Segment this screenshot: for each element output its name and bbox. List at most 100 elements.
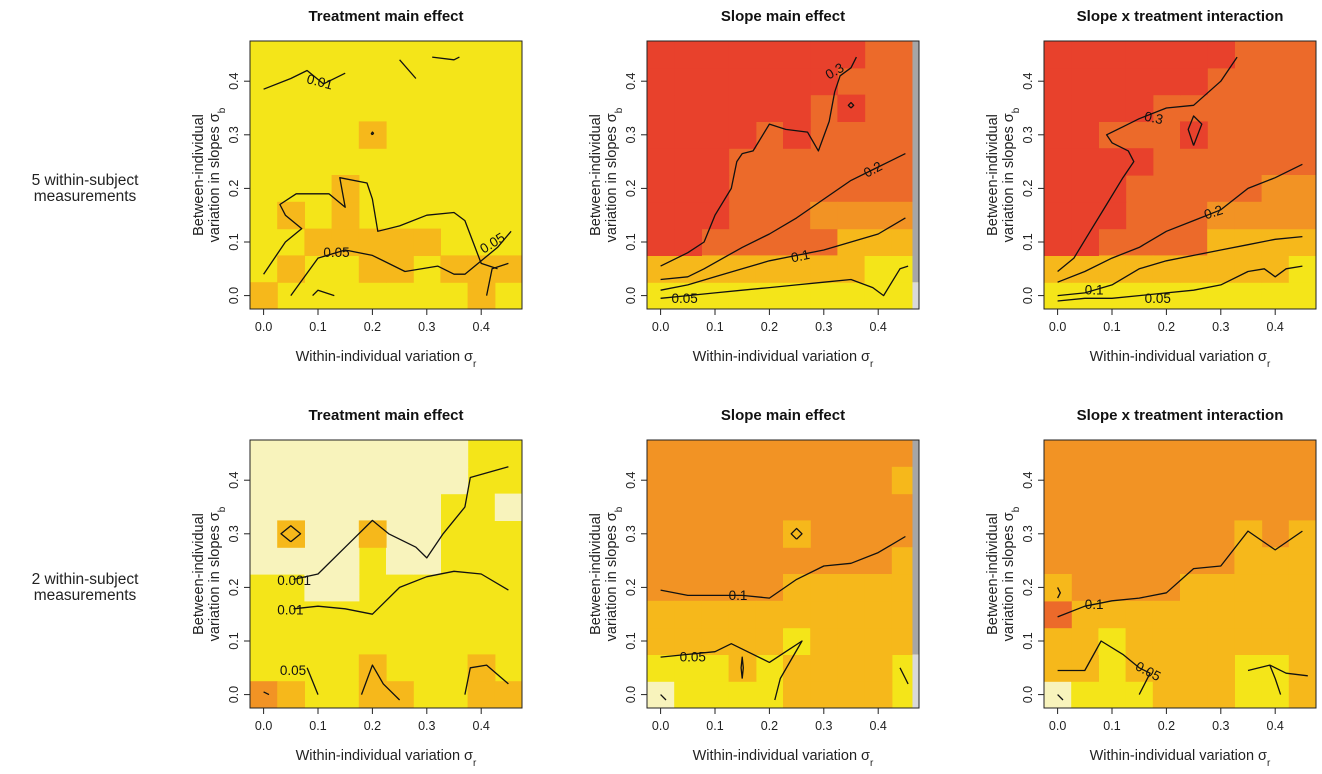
heatmap-cell: [647, 67, 675, 96]
heatmap-cell: [250, 493, 278, 521]
y-tick-label: 0.4: [227, 471, 241, 488]
heatmap-cell: [358, 520, 387, 548]
heatmap-cell: [1044, 600, 1072, 629]
heatmap-cell: [864, 654, 893, 682]
y-axis-label-line2: variation in slopes σb: [1001, 107, 1022, 242]
contour-label: 0.1: [790, 247, 811, 266]
contour-label: 0.05: [680, 650, 706, 665]
heatmap-cell: [1044, 94, 1072, 122]
y-axis-label-line2: variation in slopes σb: [1001, 506, 1022, 641]
heatmap-cell: [810, 67, 838, 96]
heatmap-cell: [674, 627, 702, 655]
heatmap-cell: [1207, 681, 1235, 708]
missing-strip: [912, 41, 919, 283]
y-tick-label: 0.0: [624, 686, 638, 703]
heatmap-cell: [674, 41, 702, 69]
y-tick-label: 0.4: [1021, 72, 1035, 89]
heatmap-cell: [755, 67, 784, 96]
heatmap-cell: [304, 520, 333, 548]
x-tick-label: 0.2: [364, 719, 381, 733]
contour-line: [847, 101, 855, 109]
heatmap-cell: [701, 41, 730, 69]
heatmap-cell: [1152, 282, 1181, 309]
x-tick-label: 0.1: [1103, 719, 1120, 733]
y-tick-label: 0.3: [227, 126, 241, 143]
heatmap-cell: [701, 627, 730, 655]
heatmap-cell: [494, 681, 522, 708]
heatmap-cell: [1180, 67, 1208, 96]
x-tick-label: 0.0: [652, 719, 669, 733]
heatmap-cell: [1098, 255, 1127, 283]
heatmap-cell: [1098, 94, 1127, 122]
heatmap-cell: [864, 627, 893, 655]
heatmap-cell: [837, 255, 866, 283]
x-tick-label: 0.0: [255, 320, 272, 334]
heatmap-cell: [331, 520, 360, 548]
heatmap-cell: [1071, 654, 1099, 682]
heatmap-cell: [304, 466, 333, 495]
contour-line: [306, 667, 319, 695]
heatmap-cell: [1044, 175, 1072, 203]
contour-label: 0.3: [1143, 109, 1164, 128]
contour-label: 0.1: [1085, 597, 1104, 612]
heatmap-cell: [701, 654, 730, 682]
heatmap-cell: [783, 282, 811, 309]
y-tick-label: 0.1: [227, 632, 241, 649]
contour-line: [370, 131, 375, 136]
heatmap-cell: [728, 600, 757, 629]
contour-line: [293, 466, 509, 581]
heatmap-cell: [783, 41, 811, 69]
y-tick-label: 0.1: [1021, 233, 1035, 250]
heatmap-cell: [1261, 574, 1290, 602]
row-label-top-line1: 5 within-subject: [32, 172, 140, 189]
x-tick-label: 0.0: [1049, 320, 1066, 334]
y-axis-label-line2: variation in slopes σb: [604, 506, 625, 641]
heatmap-cell: [1125, 627, 1154, 655]
contour-label: 0.05: [280, 663, 306, 678]
heatmap-cell: [674, 681, 702, 708]
contour-line: [399, 59, 417, 79]
y-axis-label-line2: variation in slopes σb: [604, 107, 625, 242]
heatmap-cell: [674, 228, 702, 256]
heatmap-cell: [1098, 282, 1127, 309]
heatmap-cell: [647, 600, 675, 629]
heatmap-cell: [647, 175, 675, 203]
row-label-bottom-line2: measurements: [34, 587, 137, 604]
heatmap-cell: [837, 600, 866, 629]
x-tick-label: 0.2: [761, 719, 778, 733]
heatmap-cell: [1288, 654, 1316, 682]
heatmap-cell: [1261, 175, 1290, 203]
heatmap-cell: [674, 175, 702, 203]
plot-frame: [249, 439, 523, 709]
heatmap-cell: [1288, 547, 1316, 575]
heatmap-cell: [440, 466, 469, 495]
heatmap-cell: [674, 600, 702, 629]
x-tick-label: 0.3: [418, 719, 435, 733]
heatmap-cell: [1261, 547, 1290, 575]
x-tick-label: 0.1: [309, 320, 326, 334]
heatmap-cell: [1125, 681, 1154, 708]
plot-frame: [646, 439, 920, 709]
heatmap-cell: [701, 175, 730, 203]
heatmap-cell: [864, 255, 893, 283]
heatmap-cell: [701, 255, 730, 283]
plot-frame: [249, 40, 523, 310]
heatmap-cell: [647, 94, 675, 122]
heatmap-cell: [304, 228, 333, 256]
heatmap-cell: [674, 255, 702, 283]
heatmap-cell: [810, 201, 838, 230]
heatmap-cell: [728, 681, 757, 708]
x-tick-label: 0.1: [309, 719, 326, 733]
panel-title: Slope main effect: [721, 407, 845, 424]
panel-5: 0.1 0.05 0.0 0.0 0.1 0.1 0.2 0.2 0.3 0.3 0.4 0.4 Slo…: [588, 407, 920, 769]
heatmap-cell: [755, 255, 784, 283]
x-tick-label: 0.3: [1212, 320, 1229, 334]
heatmap-cell: [277, 201, 305, 230]
contour-line: [312, 289, 335, 297]
contour-line: [1057, 56, 1238, 273]
heatmap-cell: [358, 681, 387, 708]
heatmap-cell: [783, 681, 811, 708]
heatmap-cell: [783, 94, 811, 122]
heatmap-cell: [647, 282, 675, 309]
